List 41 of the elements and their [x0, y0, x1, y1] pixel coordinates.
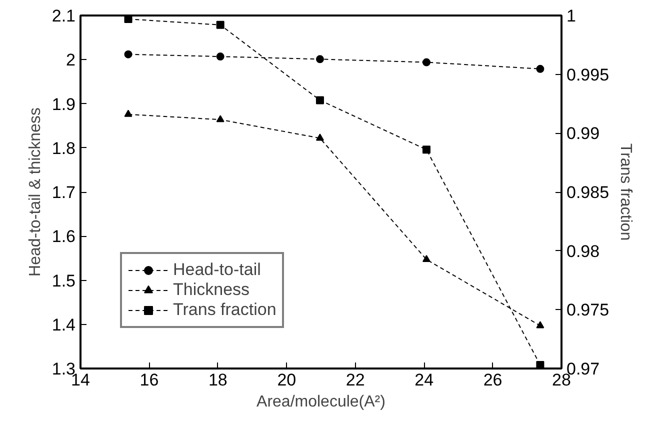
y2-tick-label: 1	[566, 6, 576, 26]
y-tick-label: 1.8	[52, 138, 76, 158]
y2-axis-title: Trans fraction	[617, 143, 634, 241]
x-tick-label: 22	[346, 370, 365, 390]
y2-tick-label: 0.99	[566, 124, 600, 144]
x-tick-label: 24	[414, 370, 434, 390]
point	[124, 16, 132, 24]
point	[216, 115, 224, 122]
point	[422, 254, 430, 262]
y2-tick-label: 0.995	[566, 65, 610, 84]
point	[216, 20, 224, 29]
y-tick-label: 1.6	[52, 227, 76, 246]
y2-tick-label: 0.98	[566, 242, 600, 261]
y-tick-label: 2	[66, 50, 76, 70]
point	[124, 110, 132, 117]
point	[422, 146, 430, 154]
point	[216, 52, 224, 61]
point	[536, 360, 544, 368]
legend-label: Thickness	[173, 280, 250, 300]
y2-tick-label: 0.975	[566, 300, 610, 320]
point	[316, 55, 324, 64]
y2-tick-label: 0.985	[566, 183, 610, 202]
x-tick-label: 20	[277, 370, 296, 390]
point	[124, 50, 132, 58]
point	[536, 64, 544, 73]
x-tick-label: 18	[208, 370, 228, 390]
y-tick-label: 1.4	[52, 315, 76, 334]
y-tick-label: 1.7	[52, 183, 76, 202]
legend-label: Trans fraction	[173, 300, 276, 320]
x-axis-title: Area/molecule(A²)	[256, 394, 386, 410]
point	[536, 321, 544, 328]
point	[316, 96, 324, 104]
y-tick-label: 1.9	[52, 94, 76, 114]
y-tick-label: 2.1	[52, 6, 76, 26]
x-tick-label: 26	[483, 370, 502, 390]
point	[422, 58, 430, 66]
legend-label: Head-to-tail	[173, 260, 261, 280]
point	[316, 134, 324, 141]
x-tick-label: 16	[140, 370, 159, 390]
y-tick-label: 1.5	[52, 271, 76, 290]
y-axis-title: Head-to-tail & thickness	[26, 108, 44, 276]
